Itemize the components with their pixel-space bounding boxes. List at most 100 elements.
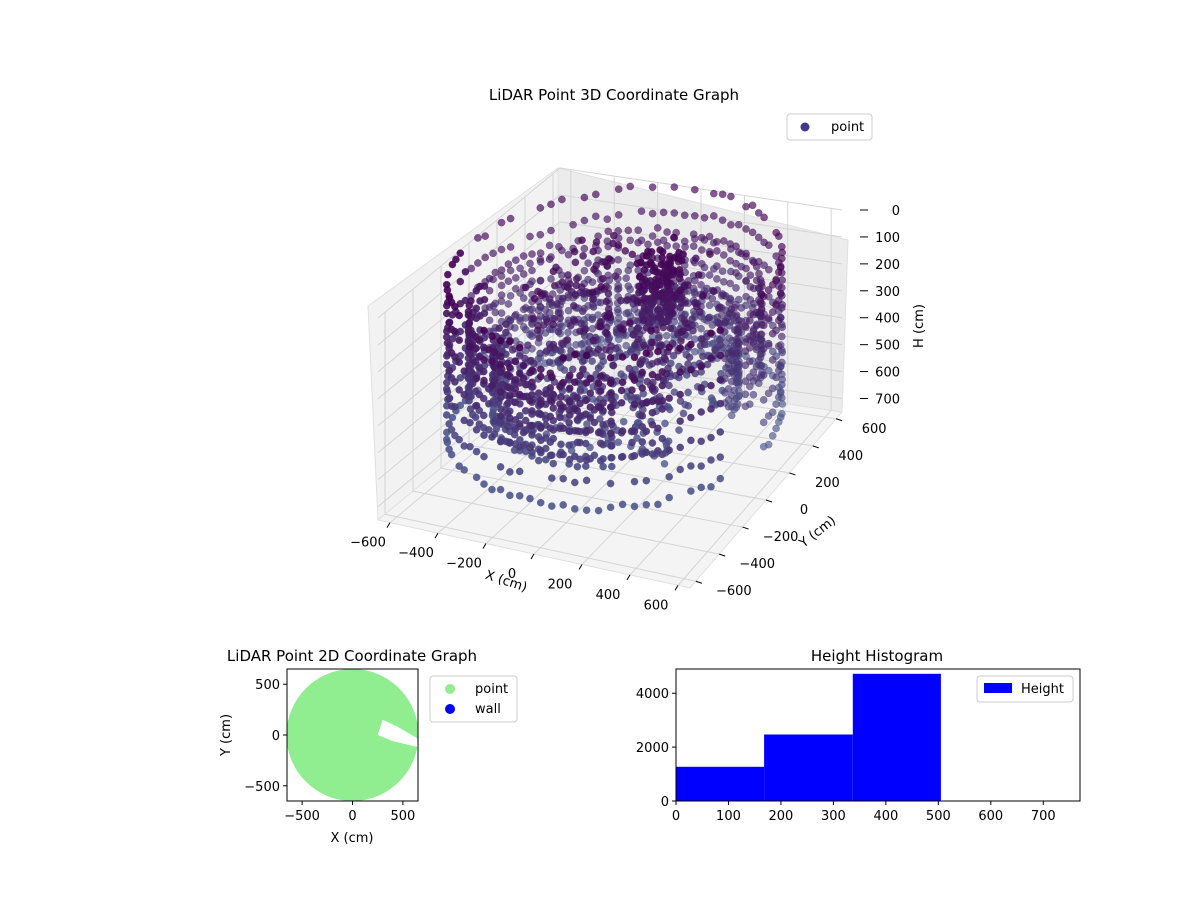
point <box>570 405 579 413</box>
point <box>596 322 604 331</box>
point <box>490 348 499 357</box>
point <box>576 387 585 395</box>
point <box>528 378 536 387</box>
point <box>718 190 727 199</box>
point <box>602 345 610 354</box>
point <box>460 367 469 375</box>
point <box>716 474 725 483</box>
x-ticks-histogram: 0 100 200 300 400 500 600 700 <box>672 801 1056 824</box>
point <box>614 255 623 264</box>
point <box>497 352 505 361</box>
point <box>665 446 674 455</box>
point <box>741 402 750 411</box>
point <box>448 260 457 269</box>
point <box>529 314 538 323</box>
point <box>626 236 635 245</box>
point <box>504 277 513 286</box>
point <box>594 345 603 354</box>
point <box>669 266 677 275</box>
point <box>778 348 787 357</box>
point <box>563 283 572 292</box>
point <box>607 388 615 397</box>
point <box>633 393 642 402</box>
point <box>658 253 667 262</box>
point <box>526 259 534 268</box>
point <box>697 408 706 416</box>
x-tick-label: 600 <box>978 809 1003 824</box>
point <box>749 390 758 399</box>
point <box>654 446 662 455</box>
x-tick-label: 0 <box>672 809 680 824</box>
y-tick-label: 2000 <box>636 741 669 756</box>
point <box>515 420 524 428</box>
point <box>657 260 666 269</box>
point <box>749 327 758 335</box>
point <box>547 275 555 283</box>
point <box>619 325 627 334</box>
point <box>447 450 456 459</box>
notch-2d <box>377 719 418 748</box>
point <box>665 343 674 352</box>
point <box>670 233 678 242</box>
point <box>759 396 768 404</box>
point <box>647 247 656 256</box>
y-tick-label: −500 <box>244 780 280 795</box>
point <box>559 353 568 362</box>
point <box>445 367 453 375</box>
point <box>661 419 669 428</box>
point <box>537 365 545 374</box>
x-axis-label-3d: X (cm) <box>483 568 529 596</box>
point <box>687 340 695 349</box>
point <box>557 393 565 401</box>
grid-line <box>468 444 767 501</box>
point <box>606 429 615 438</box>
point <box>560 366 569 374</box>
point <box>630 451 639 460</box>
point <box>573 462 582 471</box>
point <box>565 441 573 450</box>
point <box>565 371 574 380</box>
point <box>485 316 494 325</box>
point <box>570 378 579 387</box>
point <box>681 243 689 251</box>
x-ticks-2d: −500 0 500 <box>284 801 415 824</box>
point <box>577 340 586 349</box>
point <box>596 387 605 395</box>
point <box>772 424 780 433</box>
point <box>521 325 530 334</box>
point <box>596 372 605 381</box>
point <box>515 390 524 399</box>
point <box>672 242 681 251</box>
point <box>545 295 554 303</box>
point <box>709 212 718 220</box>
point <box>519 428 528 437</box>
point <box>466 418 474 427</box>
point <box>603 215 612 224</box>
y-tick-label: 0 <box>661 795 669 810</box>
point <box>675 265 684 274</box>
point <box>684 402 693 410</box>
point <box>625 364 634 373</box>
point <box>521 283 530 292</box>
point <box>609 361 618 370</box>
histogram-bars <box>676 673 941 801</box>
point <box>442 309 451 318</box>
point <box>663 228 671 236</box>
point <box>622 309 631 318</box>
point <box>630 427 639 436</box>
point <box>617 386 626 395</box>
point <box>742 249 750 258</box>
point <box>536 399 545 408</box>
y-tick-label: −400 <box>739 557 775 572</box>
x-tick-label: 500 <box>926 809 951 824</box>
point <box>451 327 459 336</box>
point <box>447 425 456 434</box>
point <box>552 300 561 308</box>
point <box>511 375 520 384</box>
legend-histogram-swatch <box>984 683 1012 693</box>
point <box>759 321 768 330</box>
points-3d <box>442 182 787 515</box>
x-tick-label: −600 <box>350 536 386 551</box>
point <box>554 327 563 336</box>
point <box>768 384 777 393</box>
